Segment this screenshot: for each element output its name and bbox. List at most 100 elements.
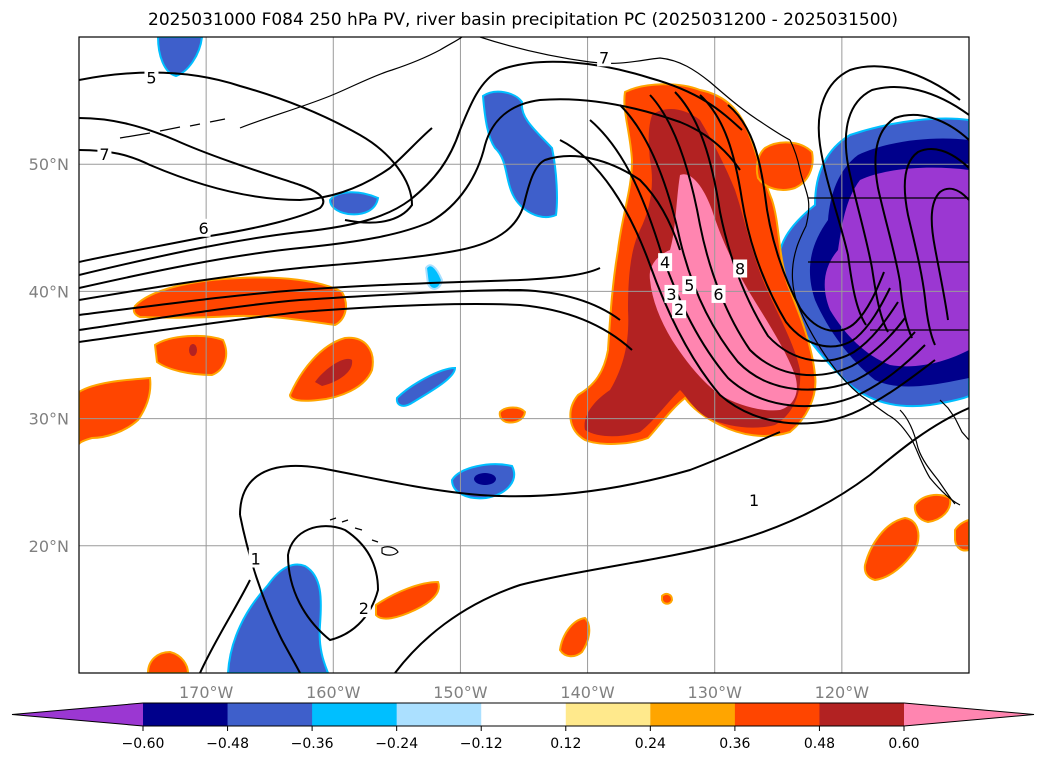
shade-pos-tiny-1 xyxy=(498,406,527,424)
longitude-tick-labels: 170°W 160°W 150°W 140°W 130°W 120°W xyxy=(179,683,869,702)
pv-contour-1-south xyxy=(239,431,781,516)
chart-title: 2025031000 F084 250 hPa PV, river basin … xyxy=(148,10,898,30)
pv-contour-1-main xyxy=(394,407,969,673)
colorbar-bin xyxy=(312,703,398,726)
colorbar-bin xyxy=(565,703,651,726)
colorbar-tick-label: 0.24 xyxy=(635,736,666,752)
shade-neg-subtropics-core xyxy=(474,473,496,485)
pv-contours xyxy=(79,60,969,673)
pv-contour-6-west xyxy=(79,127,433,202)
contour-label-bg xyxy=(356,599,371,618)
colorbar-tick-label: −0.36 xyxy=(291,736,334,752)
lon-tick-label: 140°W xyxy=(560,683,615,702)
colorbar-bin xyxy=(650,703,736,726)
colorbar-bin xyxy=(734,703,820,726)
pv-contour-trough-4 xyxy=(619,104,916,391)
contour-label-bg xyxy=(658,253,673,272)
colorbar-tick-label: 0.36 xyxy=(719,736,750,752)
colorbar-bin xyxy=(819,703,905,726)
pv-contour-east-2 xyxy=(844,86,969,333)
pv-contour-jet-6 xyxy=(79,302,633,351)
shade-pos-tiny-2 xyxy=(661,592,674,605)
contour-label: 6 xyxy=(199,219,209,238)
pv-contour-trough-6 xyxy=(674,91,899,362)
contour-label-bg xyxy=(711,284,726,303)
contour-label: 1 xyxy=(251,550,261,569)
shade-pos-blob-1-core xyxy=(189,344,197,356)
contour-label: 5 xyxy=(684,276,694,295)
contour-label: 7 xyxy=(99,145,109,164)
colorbar-tick-label: −0.12 xyxy=(460,736,503,752)
colorbar-bin xyxy=(227,703,313,726)
contour-label: 7 xyxy=(599,48,609,67)
colorbar-bin xyxy=(396,703,482,726)
shade-pos-mexico-1 xyxy=(913,493,952,524)
shade-neg-streak xyxy=(395,366,457,407)
shade-pos-southwest xyxy=(146,650,190,673)
contour-label: 3 xyxy=(666,285,676,304)
contour-label-bg xyxy=(664,284,679,303)
contour-label: 5 xyxy=(146,69,156,88)
lat-tick-label: 40°N xyxy=(29,282,69,301)
lat-tick-label: 20°N xyxy=(29,537,69,556)
contour-label: 4 xyxy=(660,253,670,272)
pv-contour-east-3 xyxy=(874,114,969,339)
pv-contour-east-1 xyxy=(817,65,961,326)
coast-us-west xyxy=(791,249,961,506)
colorbar-extend-low xyxy=(12,703,143,726)
pv-contour-trough-2 xyxy=(559,139,936,425)
lon-tick-label: 130°W xyxy=(688,683,743,702)
coast-baja xyxy=(899,409,956,505)
pv-contour-jet-5 xyxy=(79,288,621,331)
pv-contour-trough-7 xyxy=(699,94,891,348)
shade-neg-small-north xyxy=(328,191,380,216)
colorbar-tick-label: −0.24 xyxy=(375,736,418,752)
colorbar-extend-high xyxy=(904,703,1034,726)
contour-label: 2 xyxy=(674,300,684,319)
coast-alaska-south xyxy=(479,37,791,141)
lon-tick-label: 160°W xyxy=(306,683,361,702)
shade-pos-west-edge xyxy=(79,376,152,445)
contour-label: 8 xyxy=(735,260,745,279)
colorbar-bin xyxy=(481,703,567,726)
shade-pos-vancouver xyxy=(755,141,814,191)
coast-mexico-west xyxy=(939,399,969,441)
contour-label-bg xyxy=(248,549,263,568)
lat-tick-label: 30°N xyxy=(29,410,69,429)
colorbar-tick-label: −0.60 xyxy=(122,736,165,752)
shade-neg-southwest xyxy=(226,563,330,673)
contour-label-bg xyxy=(196,218,211,237)
pv-contour-east-5 xyxy=(930,187,969,321)
contour-label-bg xyxy=(597,48,612,67)
contour-label-bg xyxy=(144,68,159,87)
gridlines xyxy=(79,37,969,673)
pv-contour-trough-3 xyxy=(589,119,926,408)
lon-tick-label: 150°W xyxy=(433,683,488,702)
colorbar: −0.60 −0.48 −0.36 −0.24 −0.12 0.12 0.24 0.36 0.4… xyxy=(11,702,1035,752)
coast-hawaii xyxy=(329,517,399,556)
pv-contour-jet-3 xyxy=(79,155,681,301)
shade-pos-blob-1 xyxy=(153,334,228,377)
contour-label: 2 xyxy=(359,599,369,618)
pv-contour-jet-1 xyxy=(79,60,743,276)
contour-label-bg xyxy=(747,491,762,510)
colorbar-tick-label: 0.48 xyxy=(804,736,835,752)
map-frame xyxy=(78,36,970,674)
shade-neg-gulf-alaska xyxy=(481,90,558,218)
pv-contour-5-west xyxy=(79,71,414,224)
pv-contour-2-edge xyxy=(199,579,251,673)
pv-contour-jet-4 xyxy=(79,267,601,316)
colorbar-tick-label: 0.12 xyxy=(550,736,581,752)
colorbar-tick-label: −0.48 xyxy=(206,736,249,752)
pv-contour-trough-5 xyxy=(649,94,906,376)
colorbar-bin xyxy=(143,703,229,726)
colorbar-tick-label: 0.60 xyxy=(888,736,919,752)
coast-aleutians xyxy=(119,118,226,139)
coast-alaska-peninsula xyxy=(239,37,463,129)
pv-contour-1-west xyxy=(239,514,301,673)
lat-tick-label: 50°N xyxy=(29,155,69,174)
contour-label-bg xyxy=(733,259,748,278)
shade-neg-west-pacific-north xyxy=(156,37,204,78)
latitude-tick-labels: 50°N 40°N 30°N 20°N xyxy=(29,155,69,556)
